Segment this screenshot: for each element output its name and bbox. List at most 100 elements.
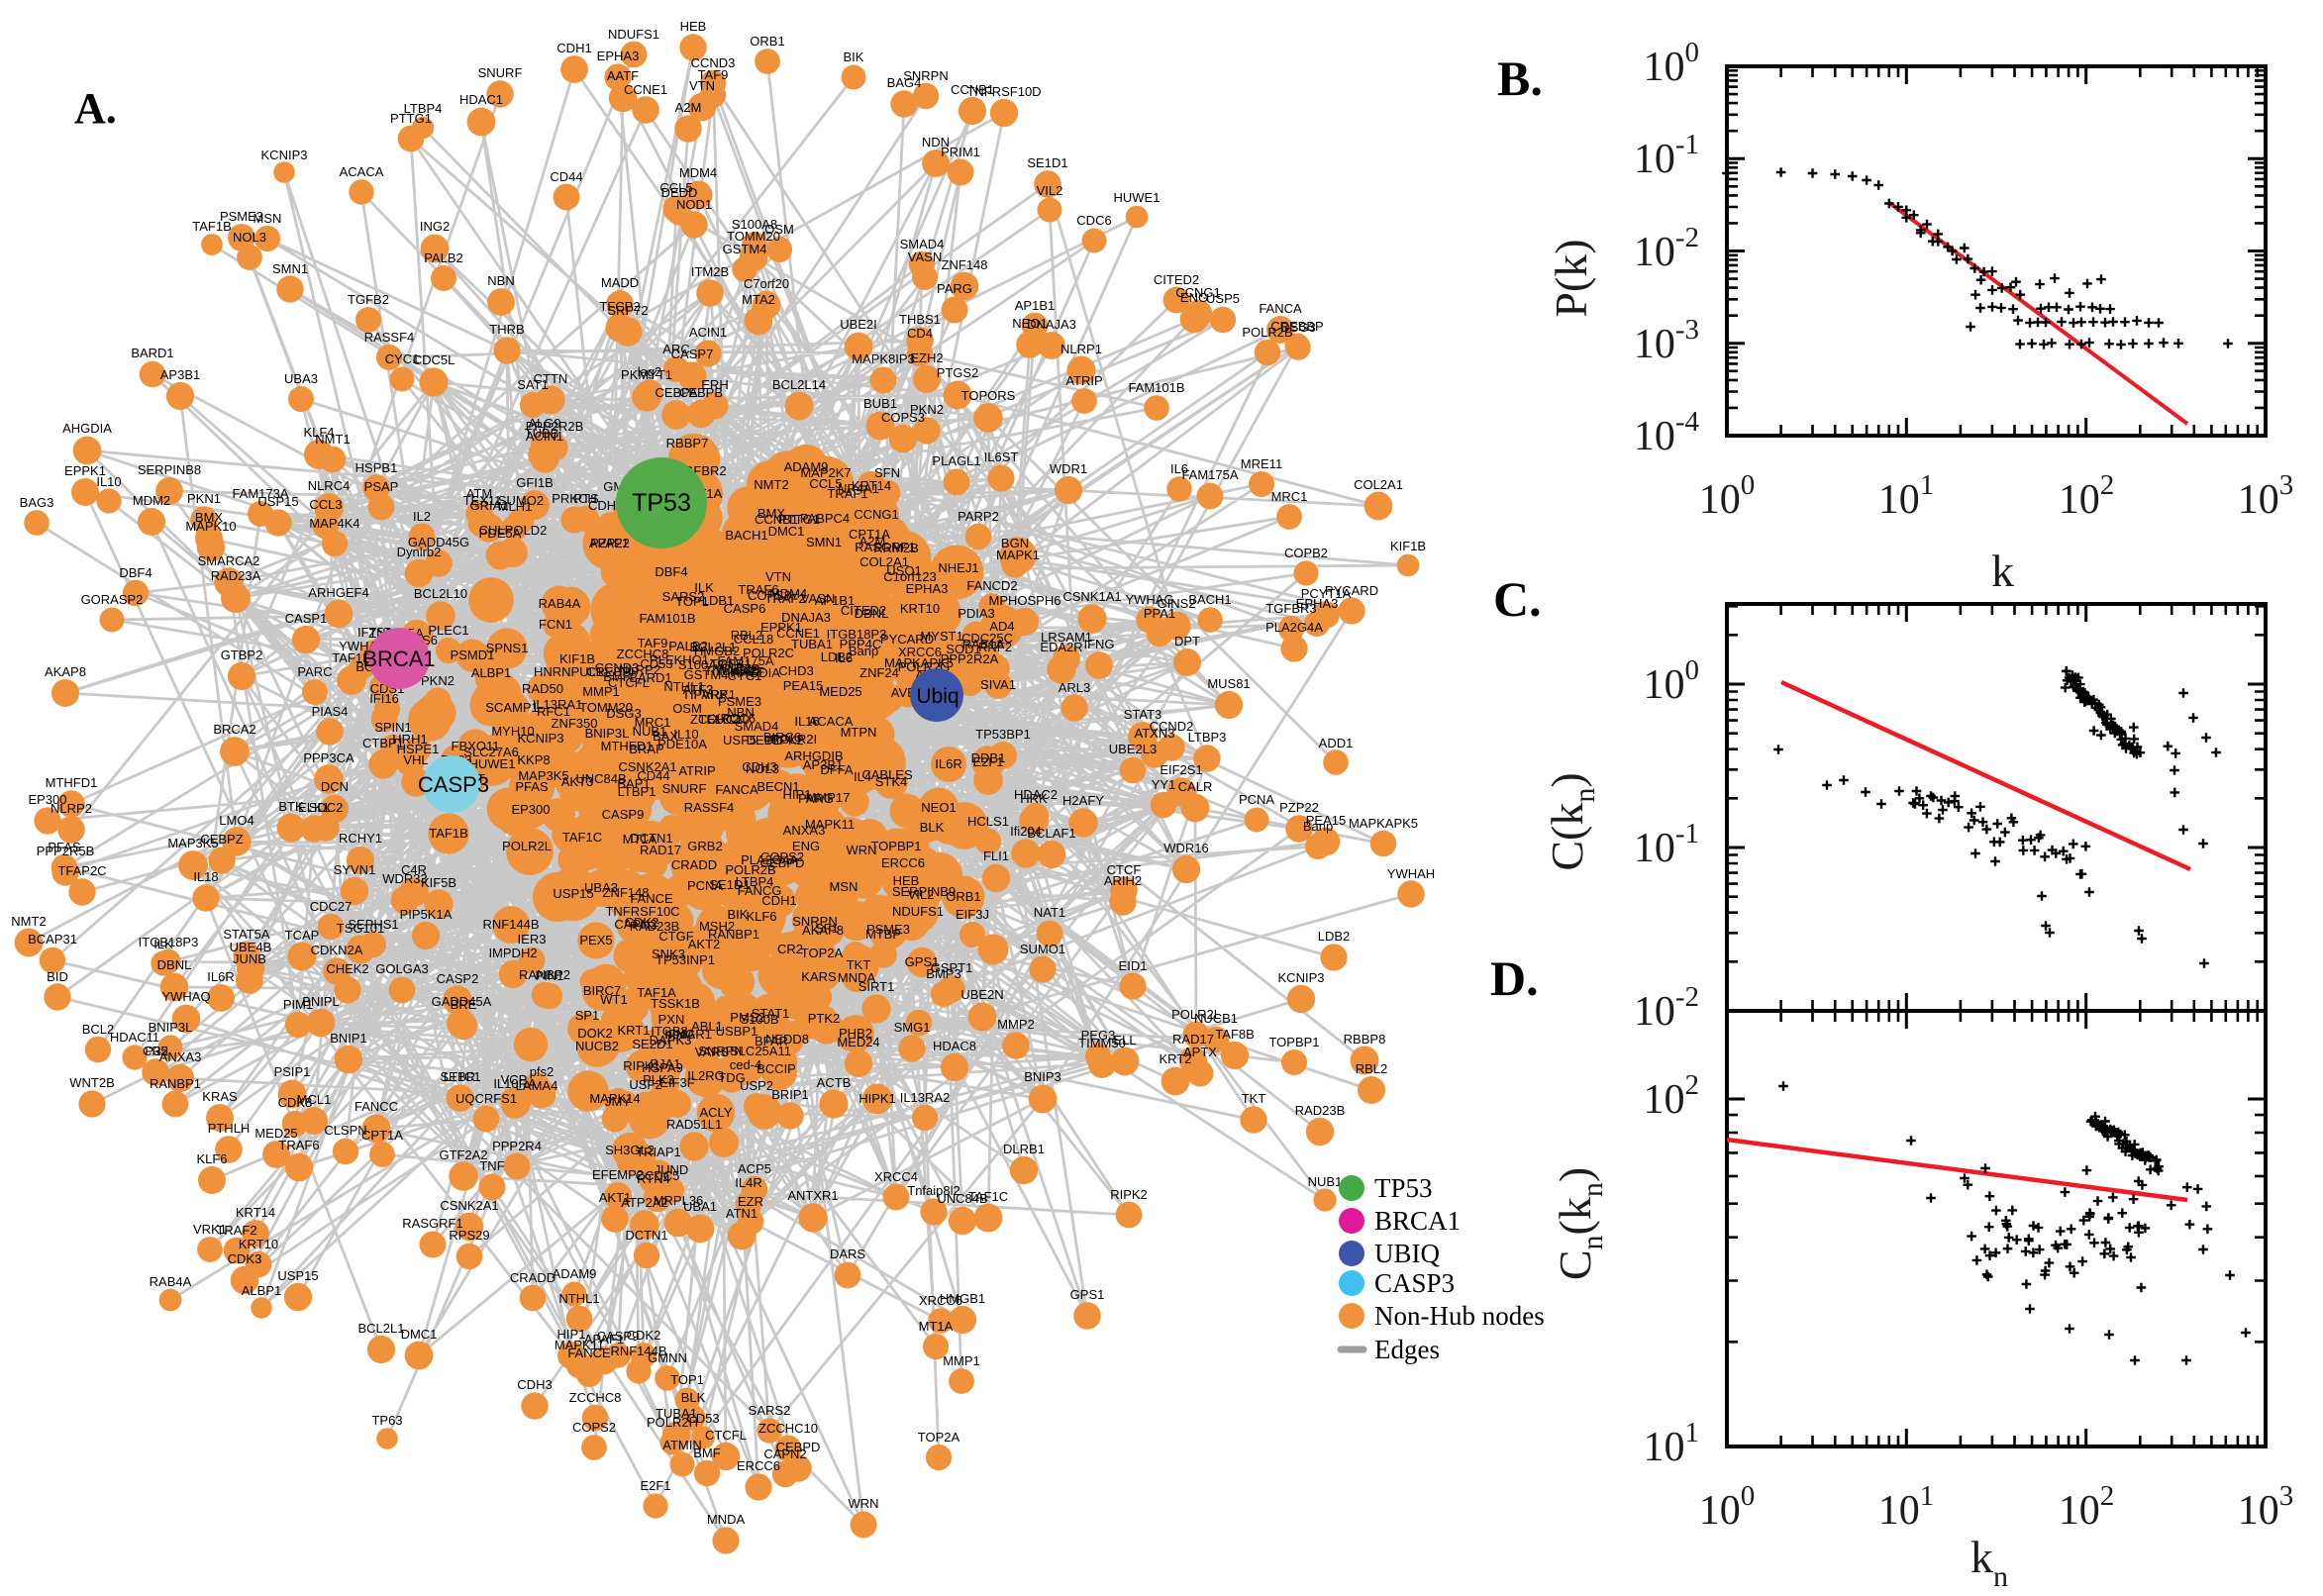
svg-text:TUBA1: TUBA1 xyxy=(656,1406,697,1421)
svg-text:PKMYT1: PKMYT1 xyxy=(621,367,672,382)
svg-text:H2AFY: H2AFY xyxy=(1062,793,1104,808)
svg-text:PKN1: PKN1 xyxy=(187,491,221,506)
svg-text:VRK1: VRK1 xyxy=(193,1222,227,1237)
svg-text:MMP1: MMP1 xyxy=(582,684,620,699)
svg-text:DBF4: DBF4 xyxy=(655,564,687,579)
svg-text:GSPT1: GSPT1 xyxy=(931,960,973,975)
svg-text:BECN1: BECN1 xyxy=(757,779,799,794)
svg-text:POLR2B: POLR2B xyxy=(1242,325,1292,340)
svg-text:100: 100 xyxy=(1699,1480,1756,1534)
svg-text:S100A8: S100A8 xyxy=(678,657,724,672)
svg-text:SDC2: SDC2 xyxy=(309,800,344,815)
svg-text:SOD1: SOD1 xyxy=(946,642,980,656)
svg-text:GTF2A2: GTF2A2 xyxy=(439,1147,487,1162)
svg-text:MNDA: MNDA xyxy=(707,1512,746,1527)
svg-text:TOPBP1: TOPBP1 xyxy=(870,839,921,853)
svg-text:CSNK2A1: CSNK2A1 xyxy=(440,1198,498,1213)
svg-text:CCND2: CCND2 xyxy=(1150,719,1194,734)
svg-text:COL2A1: COL2A1 xyxy=(1354,477,1403,492)
svg-text:SARS2: SARS2 xyxy=(749,1403,791,1418)
svg-text:PYCARD: PYCARD xyxy=(880,632,934,647)
svg-text:BNIPL: BNIPL xyxy=(302,994,340,1009)
svg-text:CEBPA: CEBPA xyxy=(655,385,697,400)
svg-text:CASP2: CASP2 xyxy=(437,971,479,986)
svg-text:Banp: Banp xyxy=(1303,819,1333,834)
svg-text:CCNE1: CCNE1 xyxy=(624,82,667,97)
svg-text:BNIP3: BNIP3 xyxy=(1024,1069,1061,1084)
svg-text:NDUFS1: NDUFS1 xyxy=(892,904,944,919)
svg-text:BMP3: BMP3 xyxy=(926,966,960,981)
svg-text:MMP17: MMP17 xyxy=(806,790,851,805)
svg-text:EZH2: EZH2 xyxy=(910,350,943,365)
svg-text:KRT14: KRT14 xyxy=(236,1205,275,1220)
svg-text:CAPN2: CAPN2 xyxy=(614,917,656,932)
svg-text:MT1A: MT1A xyxy=(919,1319,954,1334)
svg-text:ZNF148: ZNF148 xyxy=(942,257,988,272)
svg-text:CDC5L: CDC5L xyxy=(413,352,455,367)
svg-text:CD4: CD4 xyxy=(907,326,933,341)
svg-text:IFI16: IFI16 xyxy=(369,691,399,706)
svg-text:GADD45G: GADD45G xyxy=(408,535,469,549)
svg-text:MRC1: MRC1 xyxy=(635,715,671,730)
svg-text:AD4: AD4 xyxy=(989,619,1014,634)
svg-text:EDA2R: EDA2R xyxy=(1040,640,1082,654)
svg-text:POLR2B: POLR2B xyxy=(725,862,775,877)
svg-text:TP53INP1: TP53INP1 xyxy=(656,952,715,967)
svg-text:ATN1: ATN1 xyxy=(726,1206,758,1221)
svg-text:TP53BP1: TP53BP1 xyxy=(975,727,1031,742)
svg-text:MYST1: MYST1 xyxy=(920,629,962,644)
svg-text:CPT1A: CPT1A xyxy=(361,1128,403,1143)
svg-text:POLR2I: POLR2I xyxy=(771,732,817,747)
svg-text:VCP: VCP xyxy=(501,1072,528,1087)
svg-text:SE1D1: SE1D1 xyxy=(709,877,750,892)
svg-text:10-2: 10-2 xyxy=(1634,222,1699,275)
svg-text:USP15: USP15 xyxy=(257,494,298,509)
svg-text:UBIQ: UBIQ xyxy=(1374,1239,1440,1268)
svg-text:CSNK2A1: CSNK2A1 xyxy=(618,759,676,774)
svg-text:RASGRF1: RASGRF1 xyxy=(855,540,915,554)
svg-text:HUWE1: HUWE1 xyxy=(469,756,516,771)
svg-text:ARC: ARC xyxy=(662,342,689,356)
svg-text:TIPARP: TIPARP xyxy=(682,687,728,702)
svg-text:PXN: PXN xyxy=(658,1012,685,1027)
svg-text:COPS3: COPS3 xyxy=(881,410,925,425)
svg-text:KRT10: KRT10 xyxy=(900,601,940,616)
svg-text:SIRT1: SIRT1 xyxy=(858,979,895,994)
svg-text:BNIP3L: BNIP3L xyxy=(585,726,630,741)
svg-text:RIPK2: RIPK2 xyxy=(1110,1187,1148,1202)
svg-text:NUB1: NUB1 xyxy=(633,724,667,739)
svg-text:YWHAH: YWHAH xyxy=(1387,866,1435,881)
svg-text:ADD1: ADD1 xyxy=(1319,736,1354,750)
svg-text:KIF5B: KIF5B xyxy=(421,875,456,890)
svg-text:CHEK2: CHEK2 xyxy=(326,961,368,976)
svg-text:RCHY1: RCHY1 xyxy=(339,831,382,846)
svg-text:PPP3CA: PPP3CA xyxy=(303,750,354,765)
svg-text:VARS: VARS xyxy=(695,1045,730,1059)
svg-text:100: 100 xyxy=(1699,469,1756,523)
svg-text:SLC25A11: SLC25A11 xyxy=(730,1044,791,1058)
svg-text:FANCC: FANCC xyxy=(354,1099,398,1114)
svg-text:TCAP: TCAP xyxy=(285,928,320,943)
svg-text:MMP2: MMP2 xyxy=(997,1017,1035,1032)
svg-text:ARL3: ARL3 xyxy=(1059,680,1091,695)
svg-text:COPS2: COPS2 xyxy=(572,1420,616,1435)
svg-text:PFAS: PFAS xyxy=(48,840,81,854)
svg-text:ERH: ERH xyxy=(701,377,728,392)
svg-text:RAB4A: RAB4A xyxy=(539,596,581,611)
svg-text:10-2: 10-2 xyxy=(1634,981,1699,1035)
svg-text:WDR16: WDR16 xyxy=(1163,841,1209,855)
svg-text:ELL: ELL xyxy=(1113,1033,1136,1047)
svg-text:CYC1: CYC1 xyxy=(728,668,762,683)
svg-text:RAB1A: RAB1A xyxy=(962,637,1005,651)
svg-text:MRE11: MRE11 xyxy=(1241,456,1282,471)
svg-text:HNRNPUL1: HNRNPUL1 xyxy=(534,664,603,679)
svg-text:DFFA: DFFA xyxy=(820,762,854,777)
svg-text:SE1C1: SE1C1 xyxy=(440,1069,480,1084)
svg-text:FBXO11: FBXO11 xyxy=(452,739,500,753)
svg-text:BAG4: BAG4 xyxy=(887,75,922,90)
svg-text:UNC84B: UNC84B xyxy=(937,1191,987,1206)
svg-text:UQCRFS1: UQCRFS1 xyxy=(455,1091,517,1106)
svg-text:PLA2G4A: PLA2G4A xyxy=(1265,620,1323,635)
svg-text:XRCC6: XRCC6 xyxy=(712,711,756,726)
svg-text:DSG3: DSG3 xyxy=(606,706,641,721)
